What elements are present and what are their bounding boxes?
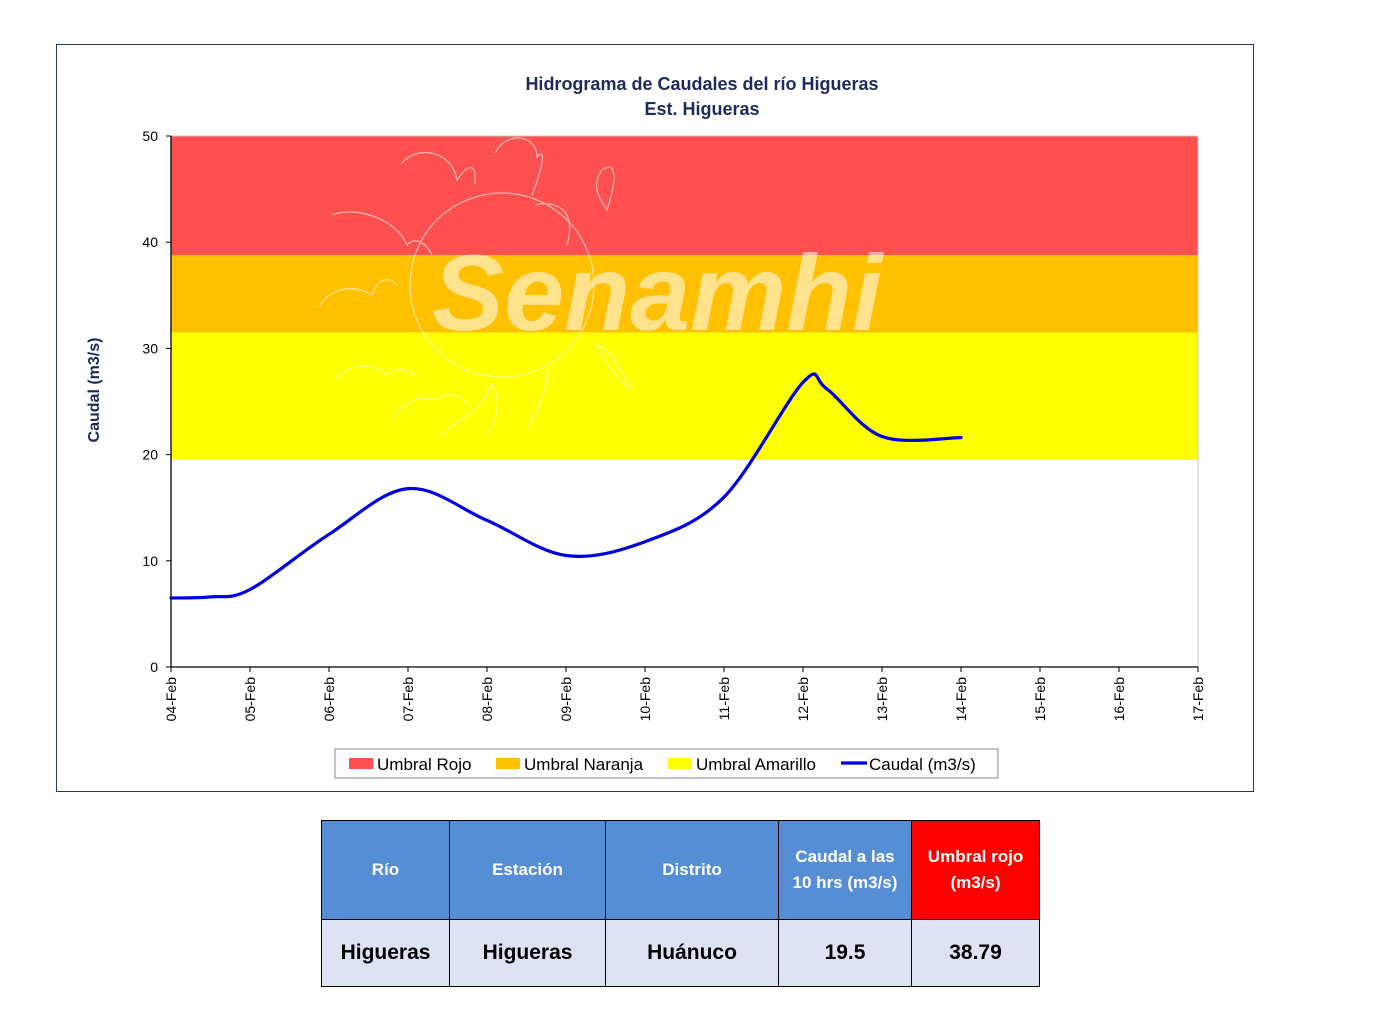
band-umbral-amarillo xyxy=(171,332,1198,460)
caudal-line xyxy=(169,372,963,600)
watermark-text: Senamhi xyxy=(432,232,884,353)
x-tick-label: 04-Feb xyxy=(163,677,179,722)
x-tick-label: 06-Feb xyxy=(321,677,337,722)
cell-distrito: Huánuco xyxy=(605,919,779,987)
y-tick-label: 50 xyxy=(142,128,158,144)
watermark-sun-ray xyxy=(595,166,615,212)
x-tick-label: 11-Feb xyxy=(716,677,732,721)
x-tick-label: 13-Feb xyxy=(874,677,890,722)
chart-subtitle: Est. Higueras xyxy=(644,99,759,119)
legend-swatch-umbral-amarillo xyxy=(668,758,692,769)
cell-estacion: Higueras xyxy=(449,919,606,987)
y-tick-label: 0 xyxy=(150,659,158,675)
watermark-sun-ray xyxy=(318,279,398,308)
x-tick-label: 17-Feb xyxy=(1190,677,1206,722)
header-umbral-rojo: Umbral rojo (m3/s) xyxy=(911,820,1040,920)
legend-label-umbral-rojo: Umbral Rojo xyxy=(377,755,471,774)
threshold-bands xyxy=(171,136,1198,667)
watermark-sun-ray xyxy=(534,203,571,246)
y-tick-label: 10 xyxy=(142,553,158,569)
header-caudal: Caudal a las 10 hrs (m3/s) xyxy=(778,820,912,920)
header-distrito: Distrito xyxy=(605,820,779,920)
x-tick-label: 07-Feb xyxy=(400,677,416,722)
cell-caudal: 19.5 xyxy=(778,919,912,987)
chart-title: Hidrograma de Caudales del río Higueras xyxy=(525,74,878,94)
x-tick-label: 14-Feb xyxy=(953,677,969,722)
legend-frame xyxy=(334,748,999,779)
legend-swatch-umbral-rojo xyxy=(349,758,373,769)
series xyxy=(169,372,963,600)
y-tick-label: 20 xyxy=(142,447,158,463)
x-tick-label: 05-Feb xyxy=(242,677,258,722)
hydrograph-chart: Hidrograma de Caudales del río Higueras … xyxy=(86,74,1206,779)
table-row: Higueras Higueras Huánuco 19.5 38.79 xyxy=(321,919,1040,987)
senamhi-watermark-logo: Senamhi xyxy=(318,137,884,436)
cell-rio: Higueras xyxy=(321,919,450,987)
axes: 0 10 20 30 40 50 04-Feb 05-Feb 06-Feb 07-Feb 08-Fe… xyxy=(142,128,1206,721)
watermark-sun-ray xyxy=(441,383,499,436)
legend-label-caudal-m3-s: Caudal (m3/s) xyxy=(869,755,976,774)
watermark-sun-ray xyxy=(494,137,544,196)
x-tick-label: 12-Feb xyxy=(795,677,811,722)
legend: Umbral Rojo Umbral Naranja Umbral Amarillo… xyxy=(334,748,999,779)
x-tick-label: 08-Feb xyxy=(479,677,495,722)
x-tick-label: 09-Feb xyxy=(558,677,574,722)
band-umbral-rojo xyxy=(171,136,1198,256)
watermark-sun-disc xyxy=(409,192,595,378)
x-tick-label: 10-Feb xyxy=(637,677,653,722)
table-header-row: Río Estación Distrito Caudal a las 10 hr… xyxy=(321,820,1040,920)
header-caudal-label: Caudal a las 10 hrs (m3/s) xyxy=(792,847,898,892)
y-tick-label: 40 xyxy=(142,234,158,250)
chart-frame: Hidrograma de Caudales del río Higueras … xyxy=(56,44,1254,792)
legend-swatch-umbral-naranja xyxy=(496,758,520,769)
x-tick-label: 15-Feb xyxy=(1032,677,1048,722)
header-rio: Río xyxy=(321,820,450,920)
header-umbral-rojo-label: Umbral rojo (m3/s) xyxy=(927,847,1024,892)
watermark-sun-ray xyxy=(401,151,476,186)
legend-label-umbral-amarillo: Umbral Amarillo xyxy=(696,755,816,774)
legend-label-umbral-naranja: Umbral Naranja xyxy=(524,755,644,774)
watermark-sun-ray xyxy=(334,365,418,381)
y-tick-label: 30 xyxy=(142,340,158,356)
header-estacion: Estación xyxy=(449,820,606,920)
watermark-sun-ray xyxy=(331,211,433,256)
y-axis-label: Caudal (m3/s) xyxy=(86,338,103,443)
watermark-sun-ray xyxy=(595,343,633,391)
watermark-sun-ray xyxy=(391,393,468,421)
cell-umbral-rojo: 38.79 xyxy=(911,919,1040,987)
station-info-table: Río Estación Distrito Caudal a las 10 hr… xyxy=(321,820,1040,987)
x-tick-label: 16-Feb xyxy=(1111,677,1127,722)
watermark-sun-ray xyxy=(526,369,548,431)
band-umbral-naranja xyxy=(171,255,1198,333)
